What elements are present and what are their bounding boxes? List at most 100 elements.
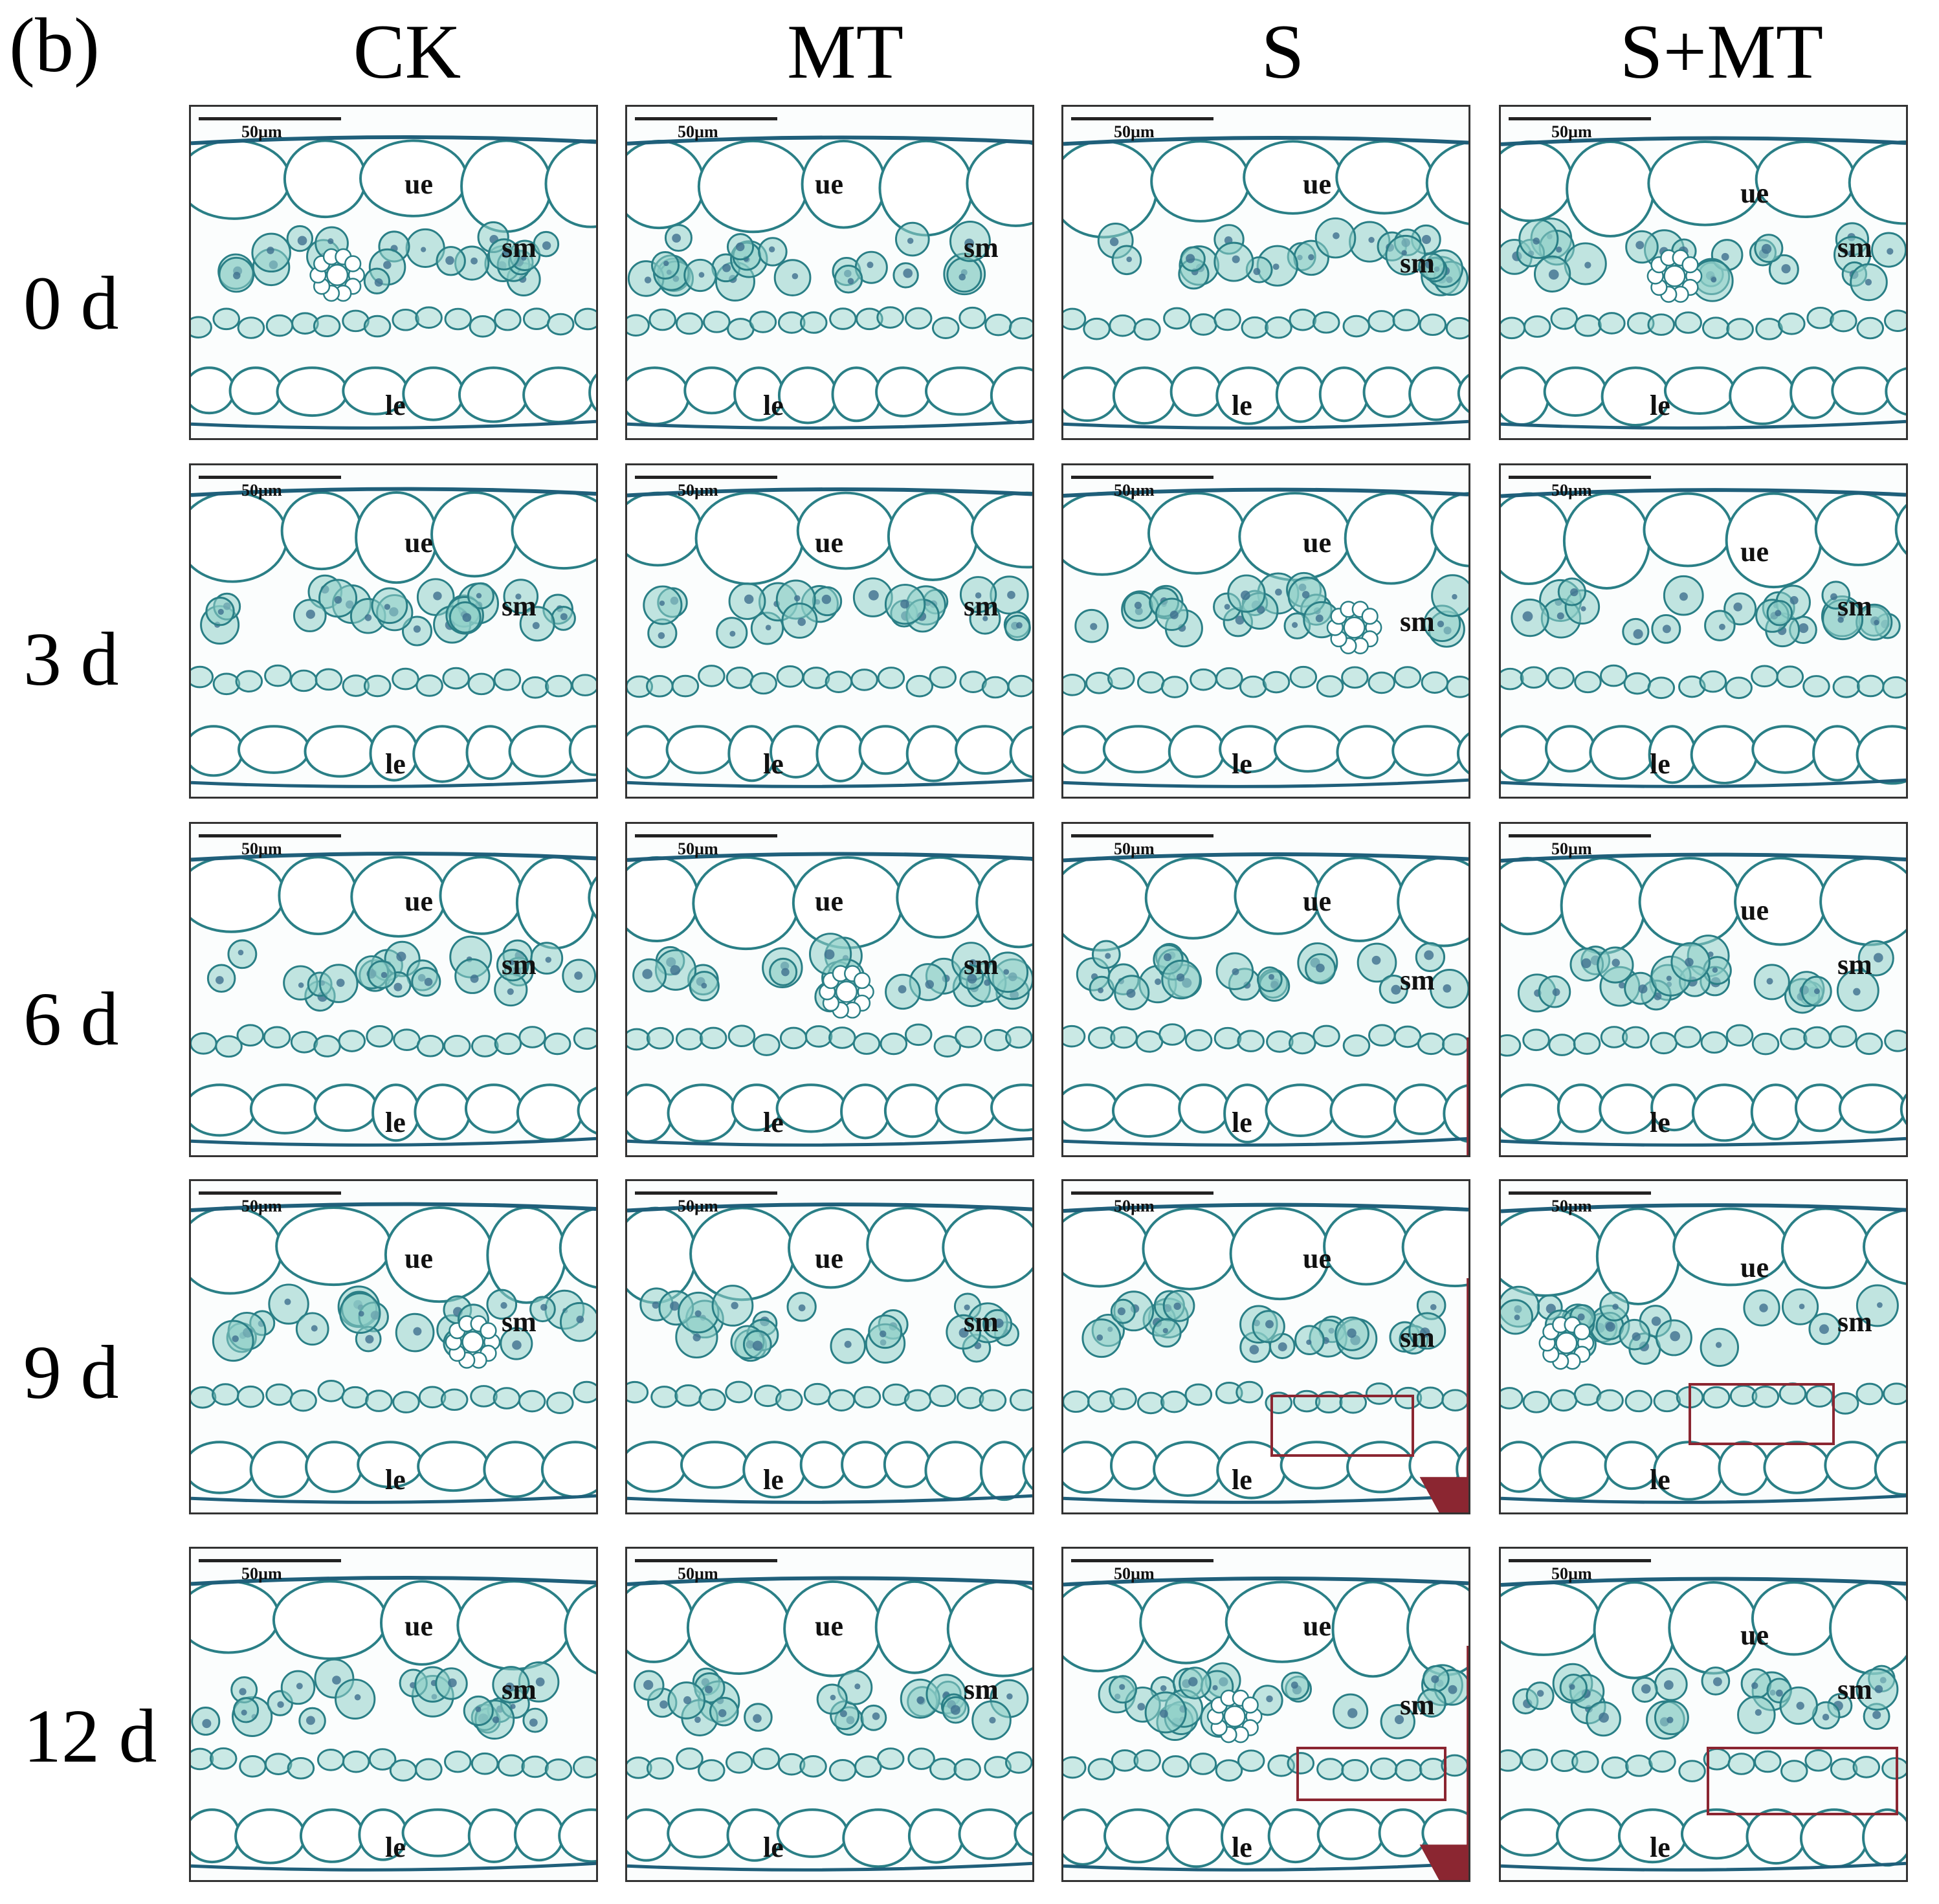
label-lower-epidermis: le	[1650, 748, 1670, 780]
label-upper-epidermis: ue	[404, 1243, 433, 1274]
label-spongy-mesophyll: sm	[1837, 949, 1872, 980]
micrograph-panel: 50µm ue sm le	[1499, 822, 1908, 1157]
scale-bar-label: 50µm	[1114, 122, 1155, 141]
column-header-mt: MT	[787, 8, 903, 94]
column-header-s: S	[1261, 8, 1305, 94]
leaf-cross-section-image	[1063, 1577, 1468, 1872]
label-lower-epidermis: le	[763, 748, 784, 780]
label-upper-epidermis: ue	[404, 168, 433, 200]
scale-bar: 50µm	[1509, 1191, 1651, 1217]
leaf-cross-section-image	[627, 852, 1032, 1147]
label-spongy-mesophyll: sm	[964, 1674, 999, 1705]
red-box-annotation	[1296, 1747, 1446, 1801]
label-upper-epidermis: ue	[1303, 1610, 1331, 1642]
label-upper-epidermis: ue	[815, 1243, 843, 1274]
scale-bar-label: 50µm	[678, 839, 718, 858]
scale-bar: 50µm	[199, 834, 341, 860]
scale-bar-line	[199, 1191, 341, 1195]
label-spongy-mesophyll: sm	[502, 1674, 537, 1705]
scale-bar: 50µm	[199, 117, 341, 143]
label-lower-epidermis: le	[385, 1107, 406, 1138]
micrograph-panel: 50µm ue sm le	[1061, 105, 1470, 440]
label-upper-epidermis: ue	[815, 168, 843, 200]
label-lower-epidermis: le	[1650, 1107, 1670, 1138]
leaf-cross-section-image	[1501, 488, 1906, 788]
scale-bar-label: 50µm	[678, 122, 718, 141]
label-lower-epidermis: le	[763, 1832, 784, 1863]
label-upper-epidermis: ue	[1740, 536, 1769, 568]
label-spongy-mesophyll: sm	[964, 949, 999, 980]
micrograph-panel: 50µm ue sm le	[625, 1547, 1034, 1882]
column-header-s-mt: S+MT	[1619, 8, 1824, 94]
column-header-ck: CK	[353, 8, 461, 94]
panel-label: (b)	[9, 2, 100, 88]
label-spongy-mesophyll: sm	[502, 949, 537, 980]
micrograph-panel: 50µm ue sm le	[1061, 1547, 1470, 1882]
label-lower-epidermis: le	[1232, 390, 1252, 421]
micrograph-panel: 50µm ue sm le	[189, 1179, 598, 1514]
micrograph-panel: 50µm ue sm le	[1499, 105, 1908, 440]
red-box-annotation	[1689, 1383, 1835, 1445]
label-upper-epidermis: ue	[815, 1610, 843, 1642]
label-spongy-mesophyll: sm	[964, 232, 999, 263]
leaf-cross-section-image	[191, 135, 596, 430]
micrograph-panel: 50µm ue sm le	[189, 1547, 598, 1882]
label-lower-epidermis: le	[1650, 1464, 1670, 1496]
label-lower-epidermis: le	[385, 1464, 406, 1496]
scale-bar-line	[1071, 1559, 1213, 1562]
leaf-cross-section-image	[1063, 852, 1468, 1147]
row-label-9d: 9 d	[23, 1330, 119, 1415]
scale-bar-label: 50µm	[1551, 122, 1592, 141]
leaf-cross-section-image	[1501, 1577, 1906, 1872]
scale-bar: 50µm	[1509, 834, 1651, 860]
scale-bar-label: 50µm	[241, 122, 282, 141]
label-upper-epidermis: ue	[815, 527, 843, 559]
scale-bar-label: 50µm	[1551, 839, 1592, 858]
micrograph-panel: 50µm ue sm le	[189, 463, 598, 799]
label-spongy-mesophyll: sm	[502, 1306, 537, 1338]
scale-bar: 50µm	[1071, 1559, 1213, 1585]
micrograph-panel: 50µm ue sm le	[1061, 1179, 1470, 1514]
scale-bar-line	[635, 1559, 777, 1562]
micrograph-panel: 50µm ue sm le	[625, 105, 1034, 440]
micrograph-panel: 50µm ue sm le	[1499, 1547, 1908, 1882]
label-lower-epidermis: le	[385, 1832, 406, 1863]
scale-bar: 50µm	[635, 1559, 777, 1585]
red-box-annotation	[1270, 1395, 1414, 1457]
leaf-cross-section-image	[1063, 1202, 1468, 1504]
scale-bar-line	[199, 834, 341, 837]
label-upper-epidermis: ue	[1740, 894, 1769, 926]
scale-bar-line	[635, 1191, 777, 1195]
red-box-annotation	[1707, 1747, 1898, 1815]
scale-bar-line	[199, 117, 341, 120]
label-upper-epidermis: ue	[815, 885, 843, 917]
row-label-6d: 6 d	[23, 977, 119, 1061]
label-spongy-mesophyll: sm	[502, 232, 537, 263]
scale-bar-label: 50µm	[1551, 1197, 1592, 1215]
micrograph-panel: 50µm ue sm le	[625, 822, 1034, 1157]
micrograph-panel: 50µm ue sm le	[1061, 463, 1470, 799]
label-lower-epidermis: le	[1232, 1464, 1252, 1496]
label-upper-epidermis: ue	[1303, 527, 1331, 559]
label-spongy-mesophyll: sm	[964, 590, 999, 622]
leaf-cross-section-image	[191, 851, 596, 1147]
scale-bar: 50µm	[199, 1191, 341, 1217]
label-spongy-mesophyll: sm	[1400, 1322, 1435, 1353]
leaf-cross-section-image	[191, 1202, 596, 1504]
label-lower-epidermis: le	[1232, 1107, 1252, 1138]
label-upper-epidermis: ue	[1740, 1619, 1769, 1651]
scale-bar-line	[635, 117, 777, 120]
scale-bar-label: 50µm	[241, 839, 282, 858]
label-lower-epidermis: le	[385, 390, 406, 421]
scale-bar-label: 50µm	[1551, 481, 1592, 500]
scale-bar-line	[1509, 476, 1651, 479]
red-arrow-annotation	[1419, 1646, 1468, 1880]
label-spongy-mesophyll: sm	[1837, 590, 1872, 622]
scale-bar: 50µm	[635, 1191, 777, 1217]
scale-bar-line	[1509, 117, 1651, 120]
scale-bar-line	[1071, 834, 1213, 837]
scale-bar: 50µm	[1071, 834, 1213, 860]
leaf-cross-section-image	[1501, 136, 1906, 430]
micrograph-panel: 50µm ue sm le	[1061, 822, 1470, 1157]
label-upper-epidermis: ue	[1740, 1252, 1769, 1283]
